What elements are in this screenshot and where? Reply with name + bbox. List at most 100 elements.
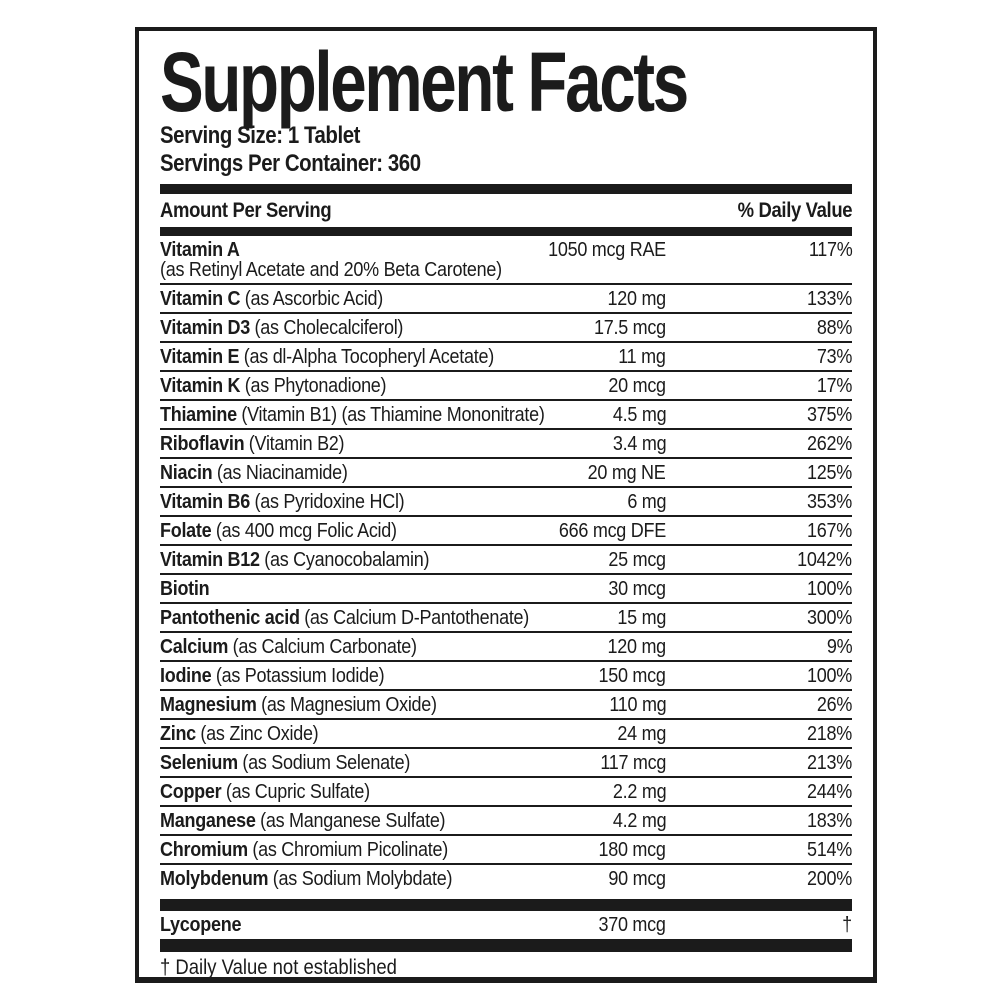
- nutrient-name: Vitamin B12 (as Cyanocobalamin): [160, 549, 430, 571]
- table-row: Chromium (as Chromium Picolinate) 180 mcg 5…: [160, 836, 852, 865]
- nutrient-source: (as Pyridoxine HCl): [254, 491, 405, 513]
- supplement-facts-label: Supplement Facts Serving Size: 1 Tablet …: [135, 27, 877, 983]
- nutrient-name: Folate (as 400 mcg Folic Acid): [160, 520, 397, 542]
- nutrient-amount: 6 mg: [627, 491, 666, 513]
- nutrient-source: (as Calcium Carbonate): [232, 636, 417, 658]
- nutrient-daily-value: 26%: [816, 694, 852, 716]
- nutrient-name: Thiamine (Vitamin B1) (as Thiamine Mononi…: [160, 404, 545, 426]
- nutrient-daily-value: 218%: [807, 723, 852, 745]
- nutrient-amount: 120 mg: [607, 636, 667, 658]
- nutrient-amount: 4.5 mg: [612, 404, 667, 426]
- table-row: Copper (as Cupric Sulfate) 2.2 mg 244%: [160, 778, 852, 807]
- table-row: Folate (as 400 mcg Folic Acid) 666 mcg DFE…: [160, 517, 852, 546]
- nutrient-daily-value: 100%: [807, 665, 852, 687]
- nutrient-amount: 20 mcg: [608, 375, 667, 397]
- nutrient-amount: 2.2 mg: [612, 781, 667, 803]
- nutrient-source: (Vitamin B1) (as Thiamine Mononitrate): [241, 404, 545, 426]
- nutrient-name: Vitamin C (as Ascorbic Acid): [160, 288, 383, 310]
- column-header-amount: Amount Per Serving: [160, 199, 332, 222]
- nutrient-source: (as Cupric Sulfate): [225, 781, 370, 803]
- nutrient-amount: 11 mg: [618, 346, 667, 368]
- nutrient-source: (as Chromium Picolinate): [252, 839, 448, 861]
- nutrient-amount: 90 mcg: [608, 868, 667, 890]
- table-row: Vitamin B6 (as Pyridoxine HCl) 6 mg 353%: [160, 488, 852, 517]
- nutrient-name: Molybdenum (as Sodium Molybdate): [160, 868, 453, 890]
- divider-bar-top: [160, 184, 852, 194]
- nutrient-daily-value: 375%: [807, 404, 852, 426]
- nutrient-name: Pantothenic acid (as Calcium D-Pantothena…: [160, 607, 530, 629]
- nutrient-daily-value: 100%: [807, 578, 852, 600]
- other-ingredient-rows: Lycopene 370 mcg †: [160, 911, 852, 939]
- table-row: Thiamine (Vitamin B1) (as Thiamine Mononi…: [160, 401, 852, 430]
- nutrient-rows: Vitamin A 1050 mcg RAE 117% (as Retinyl Ace…: [160, 236, 852, 894]
- nutrient-daily-value: 262%: [807, 433, 852, 455]
- divider-bar-other: [160, 899, 852, 911]
- table-row: Biotin 30 mcg 100%: [160, 575, 852, 604]
- nutrient-source: (as dl-Alpha Tocopheryl Acetate): [243, 346, 494, 368]
- nutrient-name: Copper (as Cupric Sulfate): [160, 781, 370, 803]
- table-row: Lycopene 370 mcg †: [160, 911, 852, 939]
- nutrient-daily-value: 73%: [816, 346, 852, 368]
- servings-per-container-text: Servings Per Container: 360: [160, 150, 421, 177]
- table-row: Iodine (as Potassium Iodide) 150 mcg 100%: [160, 662, 852, 691]
- table-row: Magnesium (as Magnesium Oxide) 110 mg 26%: [160, 691, 852, 720]
- page-title: Supplement Facts: [160, 35, 689, 129]
- serving-size-text: Serving Size: 1 Tablet: [160, 122, 361, 149]
- nutrient-name: Vitamin B6 (as Pyridoxine HCl): [160, 491, 405, 513]
- nutrient-daily-value: 167%: [807, 520, 852, 542]
- nutrient-daily-value: 17%: [816, 375, 852, 397]
- nutrient-name: Zinc (as Zinc Oxide): [160, 723, 319, 745]
- nutrient-source: (as Zinc Oxide): [200, 723, 319, 745]
- divider-bar-header: [160, 227, 852, 236]
- nutrient-amount: 17.5 mcg: [594, 317, 666, 339]
- nutrient-source: (as Sodium Selenate): [242, 752, 411, 774]
- nutrient-source: (as Cyanocobalamin): [264, 549, 430, 571]
- table-row: Niacin (as Niacinamide) 20 mg NE 125%: [160, 459, 852, 488]
- table-row: Vitamin C (as Ascorbic Acid) 120 mg 133%: [160, 285, 852, 314]
- nutrient-daily-value: 244%: [807, 781, 852, 803]
- nutrient-amount: 666 mcg DFE: [558, 520, 666, 542]
- nutrient-amount: 110 mg: [608, 694, 666, 716]
- nutrient-amount: 370 mcg: [598, 914, 666, 936]
- nutrient-amount: 4.2 mg: [612, 810, 667, 832]
- table-row: Calcium (as Calcium Carbonate) 120 mg 9%: [160, 633, 852, 662]
- nutrient-daily-value: 514%: [807, 839, 852, 861]
- nutrient-source: (as Ascorbic Acid): [244, 288, 383, 310]
- nutrient-source: (as Cholecalciferol): [254, 317, 404, 339]
- table-row: Riboflavin (Vitamin B2) 3.4 mg 262%: [160, 430, 852, 459]
- table-row: Molybdenum (as Sodium Molybdate) 90 mcg 200…: [160, 865, 852, 894]
- nutrient-daily-value: 300%: [807, 607, 852, 629]
- nutrient-daily-value: 125%: [807, 462, 852, 484]
- divider-bar-bottom: [160, 939, 852, 952]
- table-row: Pantothenic acid (as Calcium D-Pantothena…: [160, 604, 852, 633]
- serving-info: Serving Size: 1 Tablet Servings Per Cont…: [160, 122, 852, 178]
- nutrient-source: (as Phytonadione): [244, 375, 387, 397]
- nutrient-amount: 25 mcg: [608, 549, 667, 571]
- nutrient-name: Chromium (as Chromium Picolinate): [160, 839, 448, 861]
- nutrient-amount: 30 mcg: [608, 578, 667, 600]
- nutrient-daily-value: 353%: [807, 491, 852, 513]
- nutrient-source: (as Magnesium Oxide): [261, 694, 437, 716]
- nutrient-name: Biotin: [160, 578, 210, 600]
- nutrient-note: (as Retinyl Acetate and 20% Beta Caroten…: [160, 259, 502, 281]
- nutrient-amount: 150 mcg: [598, 665, 666, 687]
- nutrient-daily-value: 1042%: [797, 549, 852, 571]
- table-row: Vitamin B12 (as Cyanocobalamin) 25 mcg 1042…: [160, 546, 852, 575]
- table-row: Vitamin D3 (as Cholecalciferol) 17.5 mcg 88…: [160, 314, 852, 343]
- nutrient-name: Iodine (as Potassium Iodide): [160, 665, 385, 687]
- nutrient-name: Niacin (as Niacinamide): [160, 462, 348, 484]
- nutrient-name: Selenium (as Sodium Selenate): [160, 752, 411, 774]
- nutrient-source: (as Niacinamide): [216, 462, 348, 484]
- nutrient-source: (as Manganese Sulfate): [260, 810, 446, 832]
- nutrient-name: Calcium (as Calcium Carbonate): [160, 636, 417, 658]
- nutrient-name: Vitamin D3 (as Cholecalciferol): [160, 317, 404, 339]
- table-row: Zinc (as Zinc Oxide) 24 mg 218%: [160, 720, 852, 749]
- table-row: Vitamin A 1050 mcg RAE 117% (as Retinyl Ace…: [160, 236, 852, 285]
- nutrient-name: Riboflavin (Vitamin B2): [160, 433, 345, 455]
- footnote: † Daily Value not established: [160, 956, 397, 979]
- table-row: Vitamin K (as Phytonadione) 20 mcg 17%: [160, 372, 852, 401]
- nutrient-source: (Vitamin B2): [248, 433, 345, 455]
- nutrient-amount: 117 mcg: [600, 752, 666, 774]
- nutrient-name: Vitamin K (as Phytonadione): [160, 375, 387, 397]
- nutrient-daily-value: 183%: [807, 810, 852, 832]
